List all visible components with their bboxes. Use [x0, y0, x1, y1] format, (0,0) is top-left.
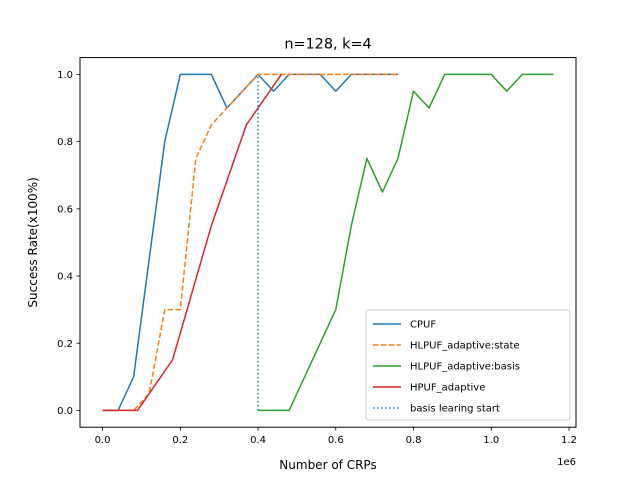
chart-title: n=128, k=4 [284, 37, 371, 53]
y-tick-label: 0.8 [57, 137, 73, 148]
legend: CPUF HLPUF_adaptive:state HLPUF_adaptive:b… [365, 309, 571, 421]
y-tick-label: 1.0 [57, 70, 73, 81]
legend-entry-4: basis learing start [410, 404, 500, 415]
y-axis-label: Success Rate(x100%) [26, 177, 40, 307]
series-line-0 [102, 73, 398, 412]
series-line-1 [102, 73, 398, 412]
x-tick-label: 0.8 [406, 435, 422, 446]
y-tick-label: 0.6 [57, 204, 73, 215]
y-tick-label: 0.4 [57, 272, 73, 283]
x-tick-label: 0.6 [328, 435, 344, 446]
ticks: 0.0 0.2 0.4 0.6 0.8 1.0 1.2 0.0 0.2 0.4 0.6 0.8 1.0 [57, 70, 577, 446]
plot-area [102, 73, 554, 412]
x-axis-offset-label: 1e6 [557, 457, 576, 468]
x-tick-label: 0.2 [172, 435, 188, 446]
series-line-3 [102, 73, 282, 412]
series-line-2 [258, 73, 554, 412]
legend-entry-1: HLPUF_adaptive:state [410, 341, 520, 352]
x-tick-label: 1.0 [483, 435, 499, 446]
legend-entry-3: HPUF_adaptive [410, 383, 485, 394]
x-tick-label: 0.4 [250, 435, 266, 446]
y-tick-label: 0.0 [57, 406, 73, 417]
axes-frame [79, 57, 577, 428]
y-tick-label: 0.2 [57, 339, 73, 350]
legend-entry-2: HLPUF_adaptive:basis [410, 362, 520, 373]
x-tick-label: 0.0 [95, 435, 111, 446]
legend-box [365, 309, 571, 421]
legend-entry-0: CPUF [410, 320, 436, 331]
x-tick-label: 1.2 [561, 435, 577, 446]
x-axis-label: Number of CRPs [279, 458, 376, 472]
